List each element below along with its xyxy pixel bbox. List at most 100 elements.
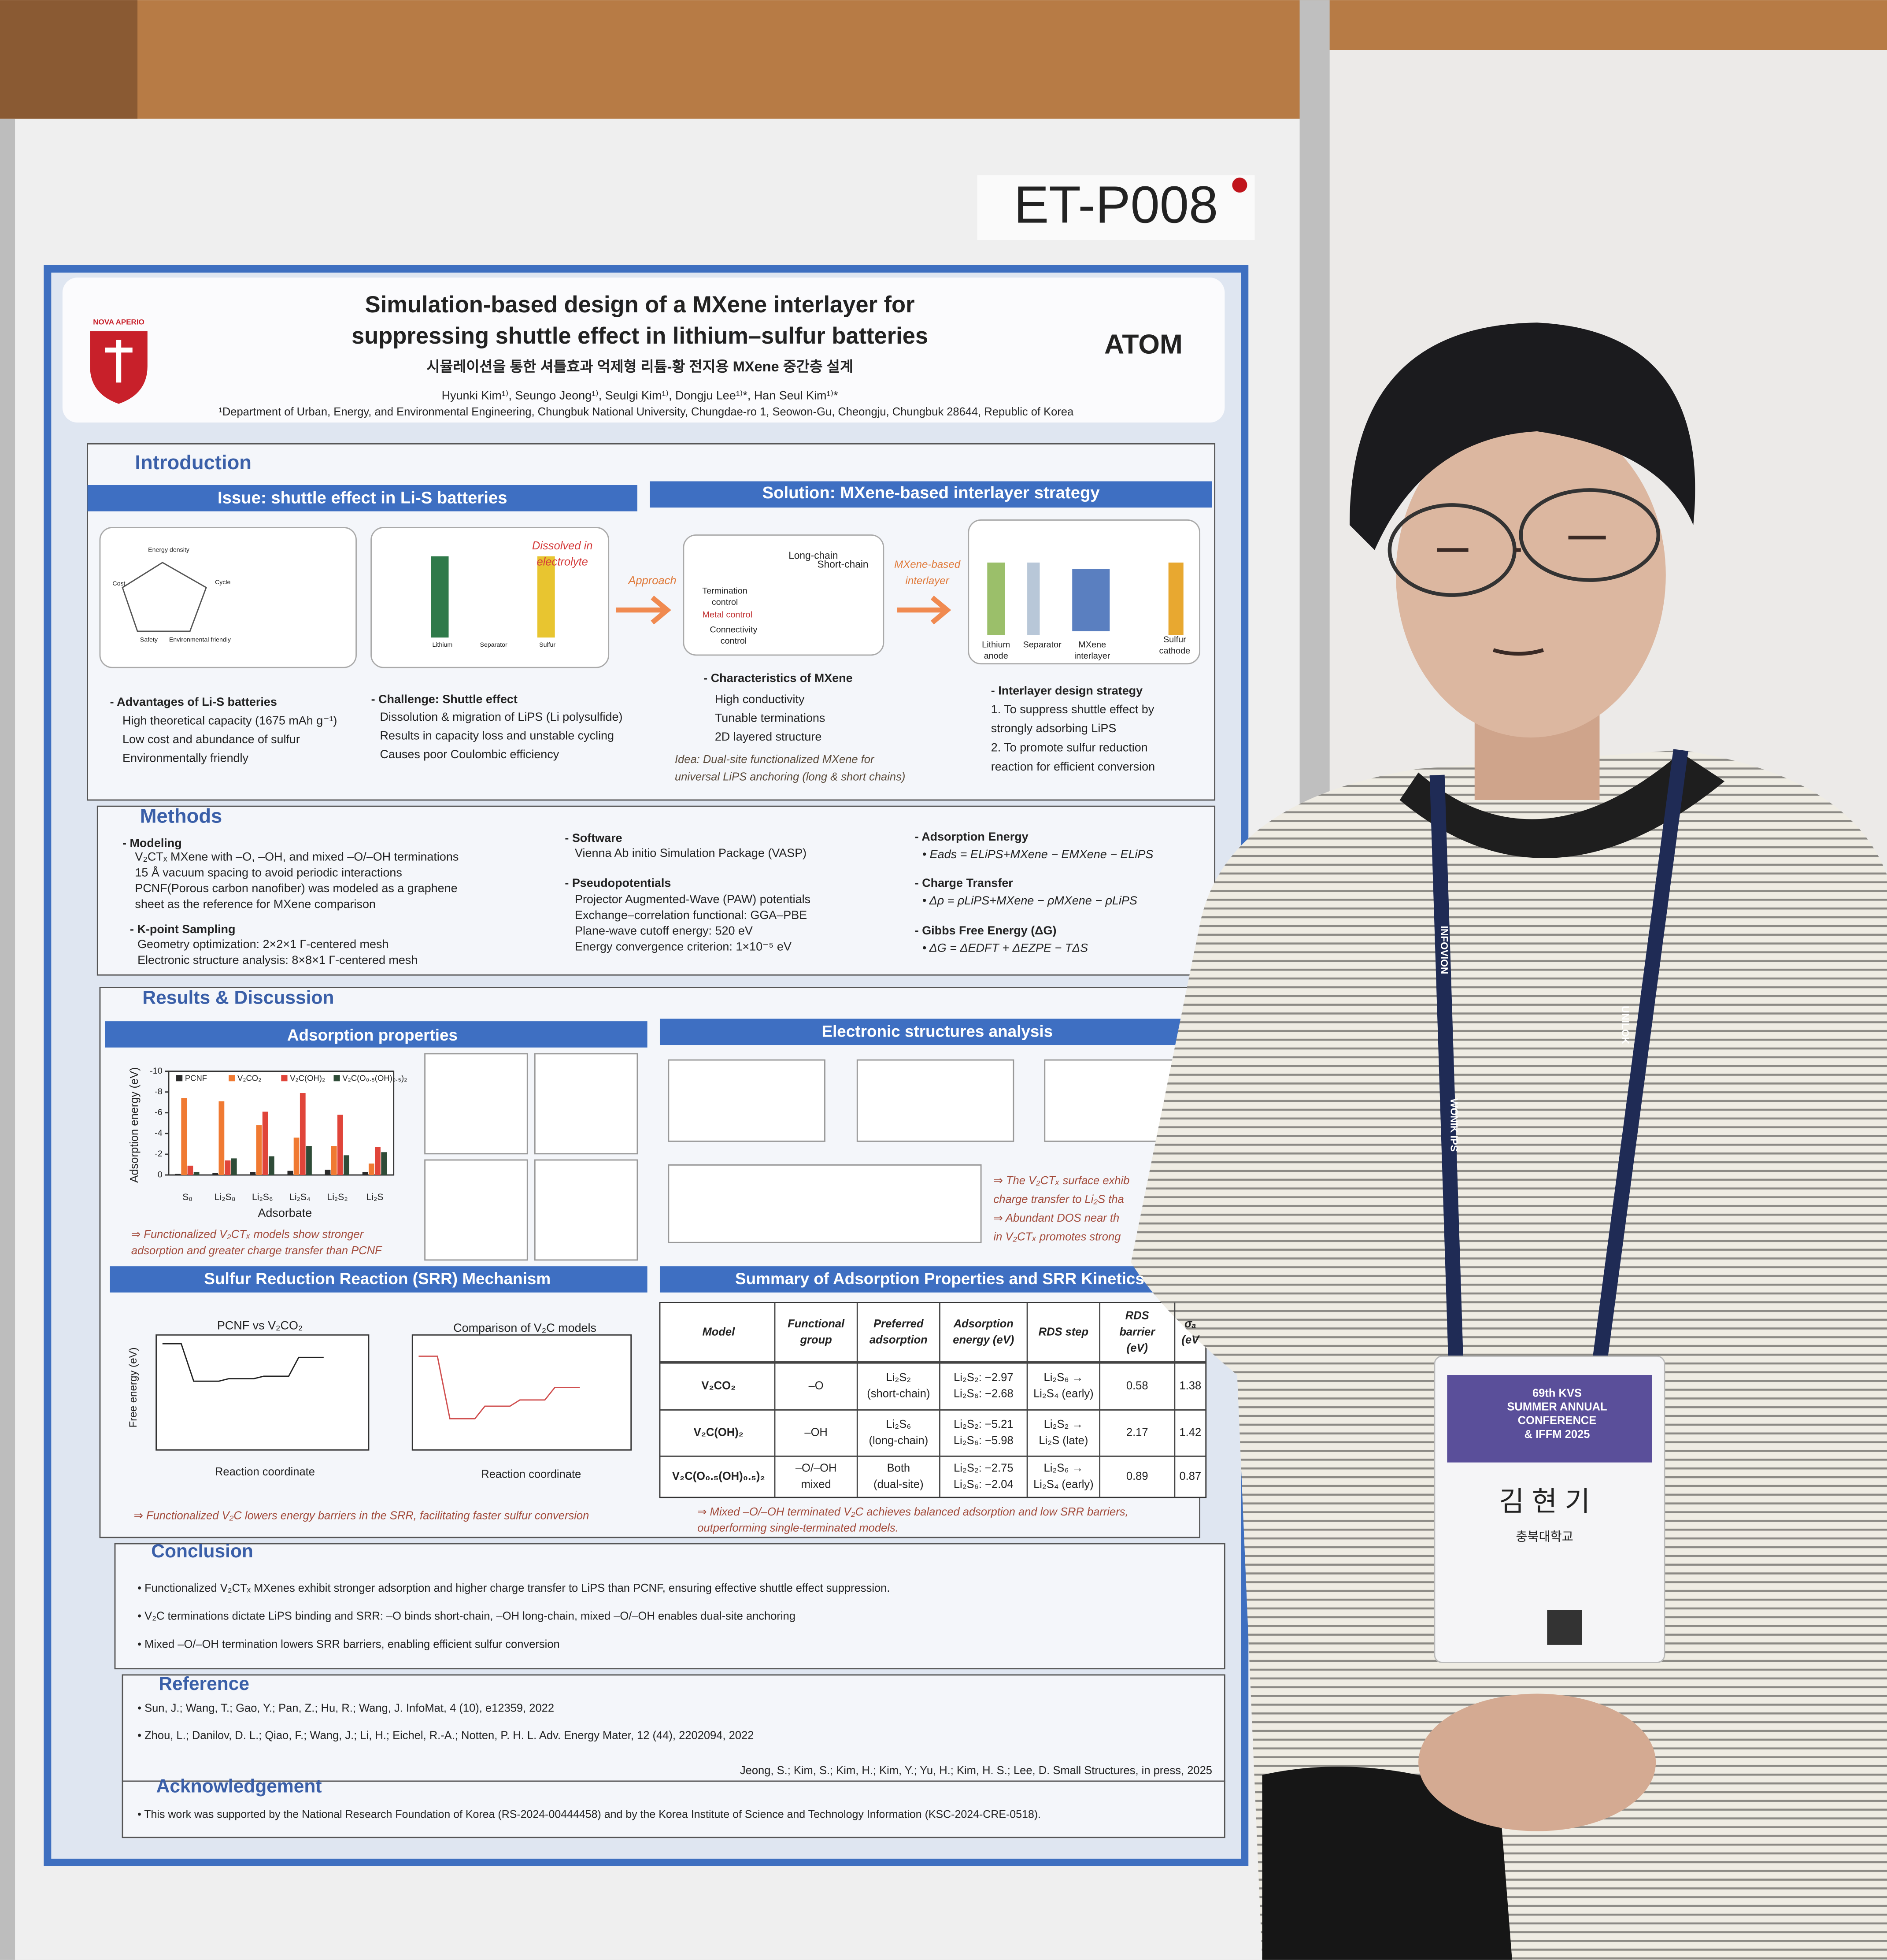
legend-label: V₂C(OH)₂ xyxy=(290,1074,325,1083)
booth-card xyxy=(977,175,1255,240)
figure-label: Connectivity xyxy=(710,625,757,634)
caption: ⇒ Mixed –O/–OH terminated V₂C achieves b… xyxy=(697,1506,1128,1518)
table-cell: V₂C(OH)₂ xyxy=(694,1426,744,1439)
bar xyxy=(306,1146,312,1175)
list-item: • This work was supported by the Nationa… xyxy=(137,1808,1041,1820)
figure-label: Approach xyxy=(627,574,676,587)
y-tick-label: -8 xyxy=(155,1087,163,1097)
table-cell: Li₂S₆: −2.04 xyxy=(954,1478,1014,1490)
y-tick-label: 0 xyxy=(158,1170,163,1179)
badge-conference: 69th KVS xyxy=(1532,1387,1582,1399)
list-item: Geometry optimization: 2×2×1 Γ-centered … xyxy=(137,937,388,951)
table-cell: 0.58 xyxy=(1126,1379,1148,1392)
structure-panel xyxy=(534,1159,638,1261)
poster-title: Simulation-based design of a MXene inter… xyxy=(365,292,915,318)
list-item: Energy convergence criterion: 1×10⁻⁵ eV xyxy=(575,940,792,953)
table-cell: energy (eV) xyxy=(953,1334,1014,1346)
table-cell: –O/–OH xyxy=(796,1462,837,1475)
table-cell: RDS step xyxy=(1039,1326,1088,1338)
bar xyxy=(193,1172,200,1175)
cathode xyxy=(537,556,555,638)
list-item: reaction for efficient conversion xyxy=(991,760,1155,773)
table-cell: 1.42 xyxy=(1179,1426,1201,1439)
x-tick-label: Li₂S₄ xyxy=(289,1192,311,1202)
table-cell: (eV xyxy=(1181,1334,1200,1346)
table-cell: (long-chain) xyxy=(869,1434,928,1447)
board-edge xyxy=(0,119,15,1960)
bar xyxy=(293,1137,300,1175)
figure-label: MXene xyxy=(1078,640,1106,649)
legend-label: PCNF xyxy=(185,1074,207,1083)
table-cell: Li₂S₄ (early) xyxy=(1033,1478,1094,1490)
summary-bar xyxy=(659,1266,1206,1293)
srr-bar xyxy=(110,1266,648,1293)
badge-name: 김 현 기 xyxy=(1499,1487,1590,1517)
summary-table xyxy=(659,1302,1207,1498)
pants xyxy=(1262,1766,1512,1960)
table-cell: 0.89 xyxy=(1126,1470,1148,1482)
formula: • Δρ = ρLiPS+MXene − ρMXene − ρLiPS xyxy=(922,894,1137,907)
badge-conference: & IFFM 2025 xyxy=(1524,1428,1590,1441)
header-box xyxy=(62,278,1225,423)
list-item: strongly adsorbing LiPS xyxy=(991,722,1117,735)
list-heading: - Gibbs Free Energy (ΔG) xyxy=(915,924,1057,937)
table-cell: σₐ xyxy=(1184,1318,1196,1330)
section-heading: Conclusion xyxy=(151,1541,253,1562)
bar xyxy=(181,1098,187,1175)
caption: outperforming single-terminated models. xyxy=(697,1522,899,1534)
structure-panel xyxy=(424,1159,528,1261)
anode xyxy=(431,556,449,638)
x-tick-label: S₈ xyxy=(182,1192,192,1202)
list-item: Dissolution & migration of LiPS (Li poly… xyxy=(380,710,622,723)
bar xyxy=(231,1158,237,1175)
figure-label: Long-chain xyxy=(788,550,838,561)
legend-swatch xyxy=(281,1075,288,1082)
approach-arrow xyxy=(616,595,671,625)
table-cell: Li₂S₆: −2.68 xyxy=(954,1388,1014,1400)
figure-label: Energy density xyxy=(148,546,190,553)
structure-panel xyxy=(534,1053,638,1155)
caption: ⇒ Abundant DOS near th xyxy=(993,1212,1119,1224)
bar xyxy=(362,1172,368,1175)
legend-swatch xyxy=(176,1075,183,1082)
figure-label: Sulfur xyxy=(539,641,555,648)
srr-plot xyxy=(411,1334,632,1451)
charge-panel xyxy=(668,1164,982,1243)
bar xyxy=(300,1093,306,1175)
table-cell: RDS xyxy=(1125,1309,1149,1322)
figure-label: cathode xyxy=(1159,646,1191,656)
x-tick-label: Li₂S₂ xyxy=(327,1192,348,1202)
interlayer-arrow xyxy=(897,595,951,625)
table-cell: adsorption xyxy=(870,1334,928,1346)
bar xyxy=(325,1170,331,1175)
figure-label: Dissolved in xyxy=(532,540,593,552)
formula: • ΔG = ΔEDFT + ΔEZPE − TΔS xyxy=(922,941,1088,955)
bar xyxy=(331,1146,337,1175)
radar-figure xyxy=(99,527,357,668)
bar xyxy=(337,1115,343,1175)
list-heading: - Charge Transfer xyxy=(915,876,1014,889)
srr-path xyxy=(418,1356,580,1419)
idea-text: universal LiPS anchoring (long & short c… xyxy=(675,771,905,783)
idea-text: Idea: Dual-site functionalized MXene for xyxy=(675,753,875,766)
table-cell: barrier xyxy=(1119,1326,1156,1338)
table-cell: Preferred xyxy=(873,1318,924,1330)
qr-code xyxy=(1547,1610,1582,1645)
table-cell: (eV) xyxy=(1127,1342,1148,1354)
table-cell: Functional xyxy=(788,1318,845,1330)
list-item: Jeong, S.; Kim, S.; Kim, H.; Kim, Y.; Yu… xyxy=(740,1764,1212,1777)
x-tick-label: Li₂S₆ xyxy=(252,1192,273,1202)
booth-number: ET-P008 xyxy=(1014,175,1218,234)
axis-title: Reaction coordinate xyxy=(481,1468,581,1481)
table-cell: Li₂S₆ xyxy=(886,1418,911,1430)
lanyard-text: INFOVION xyxy=(1439,926,1450,974)
caption: ⇒ Functionalized V₂C lowers energy barri… xyxy=(134,1509,589,1522)
radar-shape xyxy=(122,562,207,632)
bar xyxy=(225,1160,231,1175)
badge-affiliation: 충북대학교 xyxy=(1516,1530,1573,1544)
reference-box xyxy=(122,1674,1225,1782)
table-cell: Li₂S₂ → xyxy=(1044,1418,1083,1430)
issue-bar xyxy=(87,485,637,511)
figure-label: Lithium xyxy=(982,640,1010,649)
poster-subtitle: 시뮬레이션을 통한 셔틀효과 억제형 리튬-황 전지용 MXene 중간층 설계 xyxy=(426,358,853,374)
